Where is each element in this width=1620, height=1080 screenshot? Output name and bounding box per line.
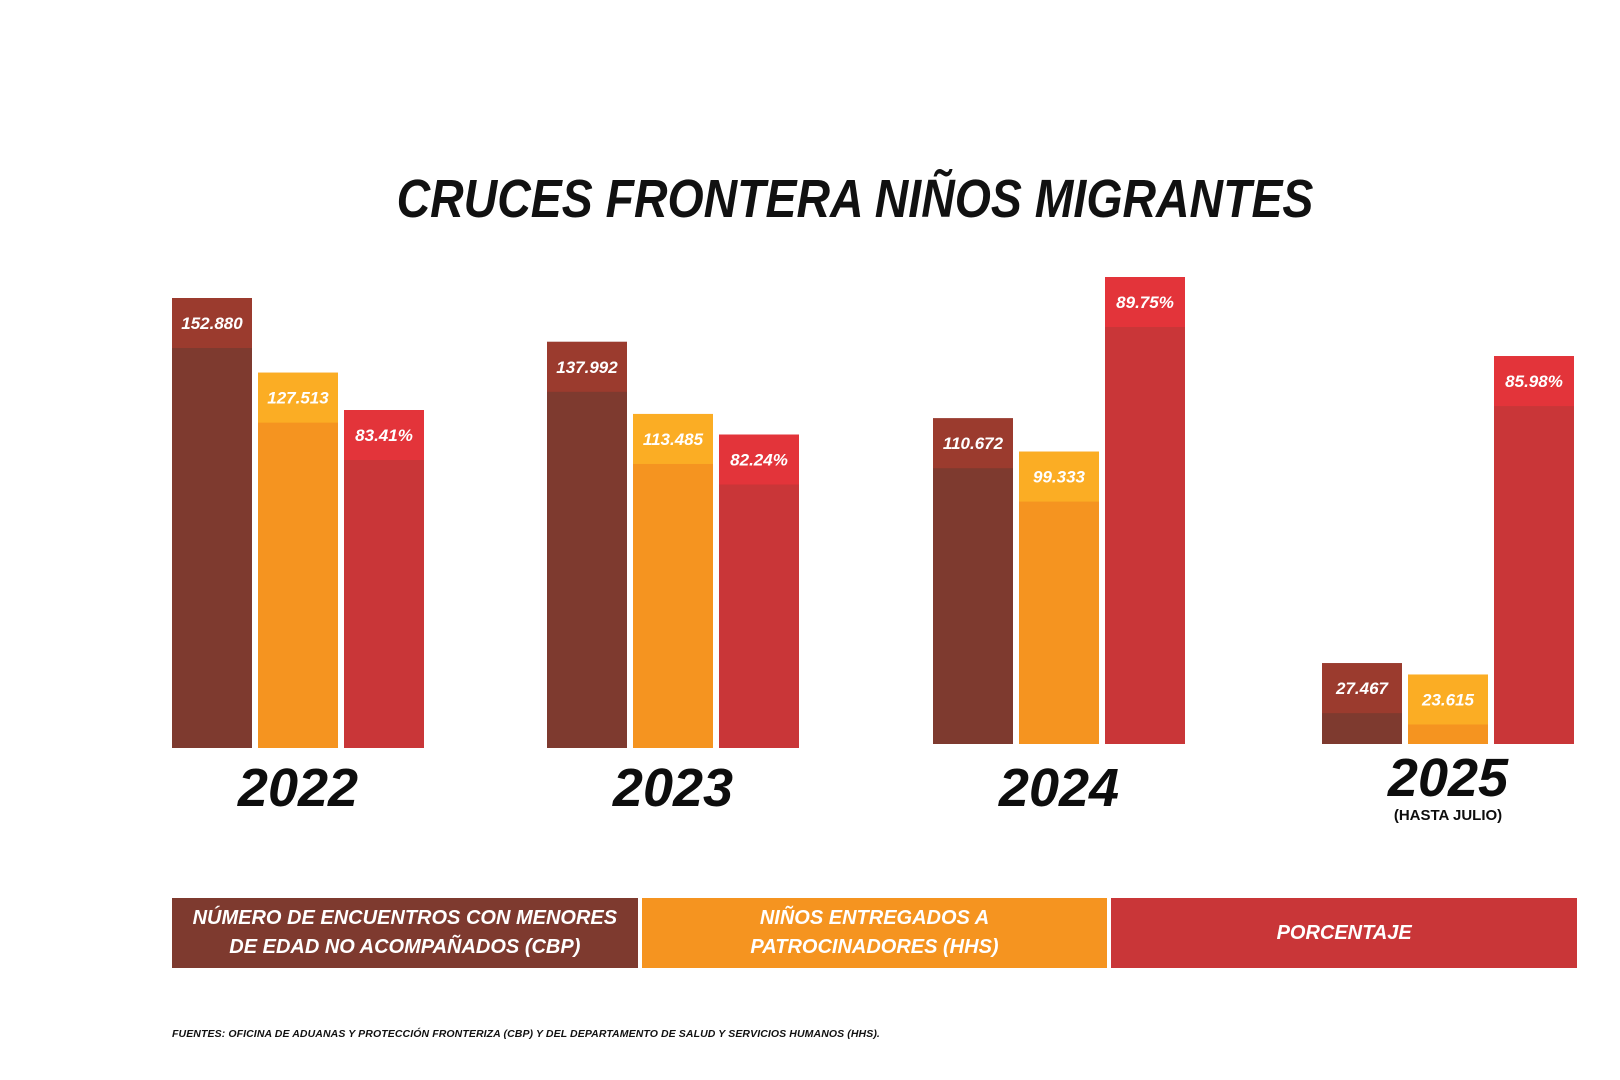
bar-encounters-2022 <box>172 298 252 748</box>
category-label-2023: 2023 <box>612 758 733 818</box>
data-label: 152.880 <box>181 314 243 333</box>
bar-label-box <box>1494 356 1574 407</box>
sources-footnote: FUENTES: OFICINA DE ADUANAS Y PROTECCIÓN… <box>172 1028 880 1040</box>
data-label: 85.98% <box>1505 372 1563 391</box>
bar-percentage-2023 <box>719 434 799 748</box>
bar-label-box <box>719 434 799 485</box>
bar-label-box <box>172 298 252 348</box>
category-label-2024: 2024 <box>998 758 1119 818</box>
category-label-2022: 2022 <box>237 758 358 818</box>
bar-percentage-2024 <box>1105 277 1185 744</box>
data-label: 27.467 <box>1335 679 1390 698</box>
data-label: 137.992 <box>556 358 618 377</box>
bar-sponsors-2022 <box>258 372 338 748</box>
bar-label-box <box>633 413 713 464</box>
bar-percentage-2022 <box>344 410 424 748</box>
bar-label-box <box>1408 674 1488 725</box>
legend-item-encounters: NÚMERO DE ENCUENTROS CON MENORES DE EDAD… <box>172 898 638 968</box>
data-label: 99.333 <box>1033 468 1086 487</box>
legend-item-percentage: PORCENTAJE <box>1111 898 1578 968</box>
bar-chart: 152.880 127.513 83.41% 2022 137.992 113.485 82… <box>172 277 1574 824</box>
bar-label-box <box>1322 663 1402 714</box>
bar-label-box <box>258 372 338 423</box>
legend: NÚMERO DE ENCUENTROS CON MENORES DE EDAD… <box>172 898 1578 968</box>
data-label: 82.24% <box>730 451 788 470</box>
bar-encounters-2023 <box>547 341 627 748</box>
data-label: 83.41% <box>355 426 413 445</box>
bar-sponsors-2023 <box>633 413 713 748</box>
data-label: 23.615 <box>1421 690 1475 709</box>
bar-encounters-2024 <box>933 418 1013 744</box>
bar-label-box <box>1105 277 1185 327</box>
bar-label-box <box>933 418 1013 469</box>
data-label: 113.485 <box>643 430 704 449</box>
category-label-2025: 2025 <box>1387 748 1509 808</box>
bar-label-box <box>1019 451 1099 502</box>
legend-item-sponsors: NIÑOS ENTREGADOS A PATROCINADORES (HHS) <box>641 898 1108 968</box>
bar-label-box <box>547 341 627 392</box>
data-label: 110.672 <box>943 434 1004 453</box>
chart-title: CRUCES FRONTERA NIÑOS MIGRANTES <box>396 169 1314 229</box>
data-label: 89.75% <box>1116 293 1174 312</box>
bar-label-box <box>344 410 424 460</box>
category-note: (HASTA JULIO) <box>1394 807 1502 824</box>
data-label: 127.513 <box>267 389 329 408</box>
bar-percentage-2025 <box>1494 356 1574 744</box>
